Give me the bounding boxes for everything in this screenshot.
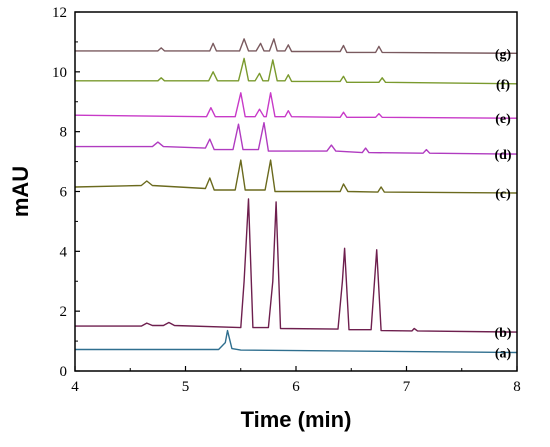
trace-line bbox=[75, 198, 518, 333]
trace-line bbox=[75, 329, 518, 354]
y-tick-label: 8 bbox=[60, 125, 68, 141]
y-tick-label: 6 bbox=[60, 185, 68, 201]
trace-line bbox=[75, 38, 518, 54]
trace-label: (a) bbox=[495, 346, 512, 361]
y-tick-label: 4 bbox=[60, 244, 68, 260]
y-tick-label: 0 bbox=[60, 364, 68, 380]
y-tick-label: 2 bbox=[60, 304, 68, 320]
x-tick-label: 7 bbox=[403, 379, 411, 395]
y-tick-label: 12 bbox=[52, 5, 67, 21]
x-tick-label: 5 bbox=[182, 379, 190, 395]
trace-label: (b) bbox=[494, 326, 511, 341]
ticks-group: 4 5 6 7 8 0 2 4 6 8 10 12 bbox=[52, 5, 521, 395]
trace-label: (g) bbox=[495, 47, 512, 62]
trace-line bbox=[74, 159, 518, 194]
trace-line bbox=[75, 57, 518, 85]
trace-label: (d) bbox=[494, 148, 511, 163]
x-tick-label: 6 bbox=[292, 379, 300, 395]
trace-line bbox=[74, 92, 518, 119]
x-tick-label: 8 bbox=[513, 379, 521, 395]
traces-group bbox=[74, 38, 518, 354]
trace-label: (e) bbox=[495, 112, 511, 127]
x-axis-title: Time (min) bbox=[241, 407, 352, 432]
trace-label: (c) bbox=[495, 187, 511, 202]
trace-label: (f) bbox=[496, 78, 510, 93]
trace-labels-group: (a) (b) (c) (d) (e) (f) (g) bbox=[494, 47, 511, 361]
y-tick-label: 10 bbox=[52, 65, 67, 81]
y-axis-title: mAU bbox=[8, 166, 33, 217]
trace-line bbox=[75, 122, 518, 155]
x-tick-label: 4 bbox=[71, 379, 79, 395]
